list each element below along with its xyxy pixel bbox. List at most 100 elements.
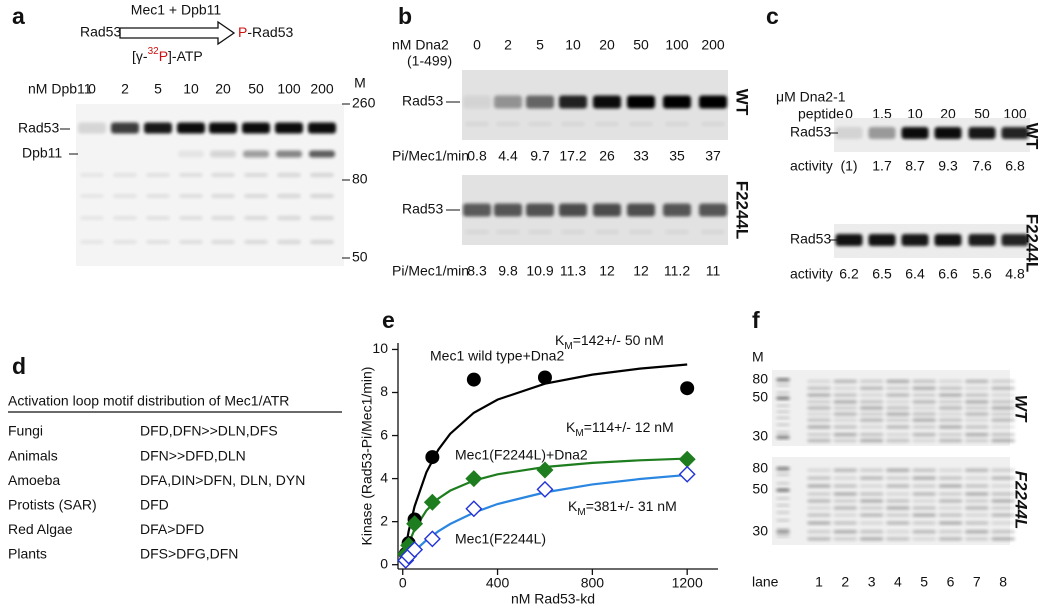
data-point bbox=[425, 450, 440, 465]
gel-band bbox=[938, 418, 963, 422]
marker-label: M bbox=[752, 349, 764, 365]
gel-band bbox=[991, 521, 1016, 525]
data-point bbox=[423, 493, 441, 511]
gel-band bbox=[934, 234, 962, 246]
gel-band bbox=[938, 499, 963, 503]
gel-band bbox=[912, 499, 937, 503]
gel-band bbox=[211, 173, 235, 177]
rate-value: 17.2 bbox=[559, 148, 586, 164]
gel-band bbox=[776, 530, 790, 534]
gel-band bbox=[912, 468, 937, 472]
gel-band bbox=[561, 122, 585, 126]
lane-number: 6 bbox=[947, 574, 955, 590]
panel-label: a bbox=[12, 3, 25, 29]
concentration: 200 bbox=[701, 37, 725, 53]
concentration: 20 bbox=[215, 81, 231, 97]
gel-band bbox=[991, 492, 1016, 496]
rate-value: 0.8 bbox=[467, 148, 487, 164]
strain-label: WT bbox=[1012, 395, 1031, 423]
gel-band bbox=[964, 439, 989, 443]
concentration: 1.5 bbox=[872, 106, 892, 122]
gel-band bbox=[663, 95, 691, 109]
table-cell: Amoeba bbox=[8, 472, 60, 488]
gel-band bbox=[912, 418, 937, 422]
rate-label: Pi/Mec1/min bbox=[392, 263, 469, 279]
gel-band bbox=[776, 473, 790, 476]
table-cell: DFN>>DFD,DLN bbox=[140, 447, 246, 463]
gel-band bbox=[807, 506, 831, 510]
gel-band bbox=[938, 521, 963, 525]
gel-band bbox=[833, 513, 858, 517]
gel-band bbox=[885, 393, 910, 397]
concentration: 20 bbox=[940, 106, 956, 122]
gel-band bbox=[310, 240, 334, 244]
gel-band bbox=[310, 216, 334, 220]
km-label: KM=114+/- 12 nM bbox=[566, 419, 674, 439]
activity-value: 6.8 bbox=[1005, 158, 1025, 174]
gel-band bbox=[211, 194, 235, 198]
data-point bbox=[678, 450, 696, 468]
data-point bbox=[465, 470, 483, 488]
gel-band bbox=[938, 412, 963, 416]
concentration: 0 bbox=[845, 106, 853, 122]
x-axis-label: nM Rad53-kd bbox=[511, 591, 595, 607]
gel-band bbox=[912, 386, 937, 390]
gel-band bbox=[593, 203, 621, 217]
data-point bbox=[406, 541, 424, 559]
x-tick-label: 0 bbox=[399, 575, 407, 591]
gel-band bbox=[179, 194, 203, 198]
gel-band bbox=[776, 482, 790, 485]
strain-label: WT bbox=[1023, 123, 1040, 150]
gel-band bbox=[859, 393, 884, 397]
gel-band bbox=[275, 122, 303, 134]
gel-band bbox=[494, 95, 522, 109]
gel-band bbox=[807, 513, 831, 517]
atp-part: 32 bbox=[148, 46, 160, 57]
concentration: 20 bbox=[599, 37, 615, 53]
gel-band bbox=[938, 439, 963, 443]
marker-size: 50 bbox=[352, 249, 368, 265]
gel-band bbox=[146, 240, 170, 244]
gel-band bbox=[885, 425, 910, 429]
scheme-product: P-Rad53 bbox=[238, 24, 293, 40]
gel-band bbox=[991, 406, 1016, 410]
gel-band bbox=[807, 530, 831, 534]
gel-band bbox=[964, 406, 989, 410]
gel-band bbox=[807, 439, 831, 443]
gel-band bbox=[885, 530, 910, 534]
gel-band bbox=[807, 521, 831, 525]
gel-band bbox=[964, 530, 989, 534]
gel-band bbox=[885, 492, 910, 496]
gel-band bbox=[113, 240, 137, 244]
gel-band bbox=[833, 439, 858, 443]
gel-band bbox=[310, 194, 334, 198]
rate-value: 35 bbox=[669, 148, 685, 164]
gel-band bbox=[807, 412, 831, 416]
gel-band bbox=[807, 406, 831, 410]
band-label: Rad53 bbox=[790, 124, 831, 140]
km-label: KM=381+/- 31 nM bbox=[568, 498, 677, 518]
rate-value: 11 bbox=[706, 263, 721, 279]
activity-value: 5.6 bbox=[972, 266, 992, 282]
concentration: 100 bbox=[665, 37, 689, 53]
x-tick-label: 400 bbox=[486, 575, 510, 591]
gel-band bbox=[885, 400, 910, 404]
gel-band bbox=[665, 122, 689, 126]
gel-band bbox=[833, 425, 858, 429]
concentration: 100 bbox=[1003, 106, 1027, 122]
km-symbol: K bbox=[566, 419, 576, 435]
concentration: 5 bbox=[154, 81, 162, 97]
gel-band bbox=[885, 418, 910, 422]
gel-band bbox=[528, 230, 552, 234]
y-tick-label: 2 bbox=[380, 512, 388, 528]
data-point bbox=[680, 381, 695, 396]
gel-band bbox=[859, 537, 884, 541]
concentration: 10 bbox=[907, 106, 923, 122]
band-label: Rad53 bbox=[18, 120, 59, 136]
gel-band bbox=[526, 203, 554, 217]
gel-band bbox=[964, 400, 989, 404]
concentration: 2 bbox=[121, 81, 129, 97]
concentration: 50 bbox=[974, 106, 990, 122]
gel-band bbox=[528, 122, 552, 126]
activity-value: 6.6 bbox=[938, 266, 958, 282]
